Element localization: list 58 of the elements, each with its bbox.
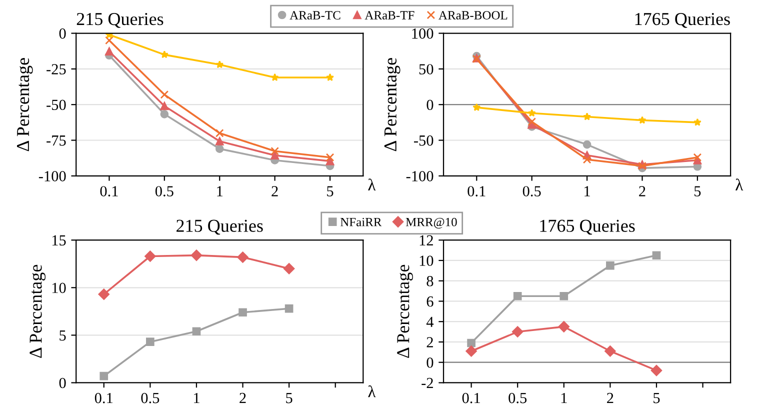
x-tick-label: 2	[272, 186, 278, 196]
x-tick-label: 0.5	[522, 186, 541, 196]
x-tick-label: 5	[654, 393, 660, 404]
y-tick-label: -75	[46, 136, 66, 146]
y-tick-label: 6	[426, 296, 434, 307]
y-tick-label: -50	[46, 100, 66, 110]
y-tick-label: 2	[426, 337, 433, 348]
y-tick-label: -100	[38, 171, 66, 182]
y-tick-label: 0	[426, 100, 434, 110]
y-tick-label: -50	[414, 135, 434, 146]
x-tick-label: 0.1	[94, 392, 113, 404]
y-tick-label: 0	[59, 378, 66, 388]
y-tick-label: 10	[52, 282, 66, 294]
y-tick-label: 0	[426, 357, 434, 368]
x-tick-label: 5	[286, 393, 292, 404]
x-tick-label: 0.5	[155, 186, 174, 196]
x-tick-label: 1	[194, 392, 200, 404]
x-axis-title: λ	[368, 178, 376, 190]
y-axis-title: Δ Percentage	[30, 264, 46, 358]
y-tick-label: 10	[420, 256, 434, 266]
x-tick-label: 0.5	[508, 392, 527, 404]
y-tick-label: -100	[406, 171, 434, 182]
chart-title: 215 Queries	[76, 12, 164, 28]
x-tick-label: 2	[607, 392, 614, 404]
y-tick-label: 5	[60, 330, 66, 341]
x-tick-label: 2	[639, 186, 646, 196]
legend-label: ARaB-TC	[290, 11, 340, 20]
x-tick-label: 0.1	[462, 392, 480, 404]
y-tick-label: -25	[46, 64, 66, 74]
legend-label: ARaB-TF	[364, 11, 414, 20]
x-tick-label: 2	[240, 392, 246, 404]
chart-title: 1765 Queries	[540, 220, 635, 235]
y-tick-label: 0	[59, 28, 66, 39]
legend-label: NFaiRR	[340, 218, 382, 226]
y-tick-label: 50	[419, 64, 434, 74]
x-tick-label: 0.1	[100, 186, 118, 196]
y-axis-title: Δ Percentage	[384, 58, 400, 152]
chart-title: 215 Queries	[176, 220, 263, 235]
x-axis-title: λ	[368, 385, 376, 398]
legend-label: ARaB-BOOL	[438, 11, 508, 20]
x-axis-title: λ	[736, 178, 744, 190]
y-tick-label: 15	[52, 235, 66, 246]
y-axis-title: Δ Percentage	[397, 264, 413, 358]
y-axis-title: Δ Percentage	[17, 58, 33, 152]
x-tick-label: 0.5	[141, 392, 160, 404]
y-tick-label: -2	[422, 378, 433, 388]
x-tick-label: 1	[217, 186, 223, 196]
chart-title: 1765 Queries	[635, 12, 730, 28]
x-tick-label: 0.1	[468, 186, 486, 196]
x-tick-label: 1	[561, 392, 567, 404]
legend-label: MRR@10	[406, 218, 457, 229]
x-tick-label: 5	[694, 186, 701, 196]
x-tick-label: 5	[327, 186, 334, 196]
y-tick-label: 12	[420, 235, 433, 246]
y-tick-label: 4	[426, 316, 434, 327]
x-tick-label: 1	[584, 186, 590, 196]
y-tick-label: 8	[426, 276, 434, 286]
y-tick-label: 100	[412, 28, 434, 39]
